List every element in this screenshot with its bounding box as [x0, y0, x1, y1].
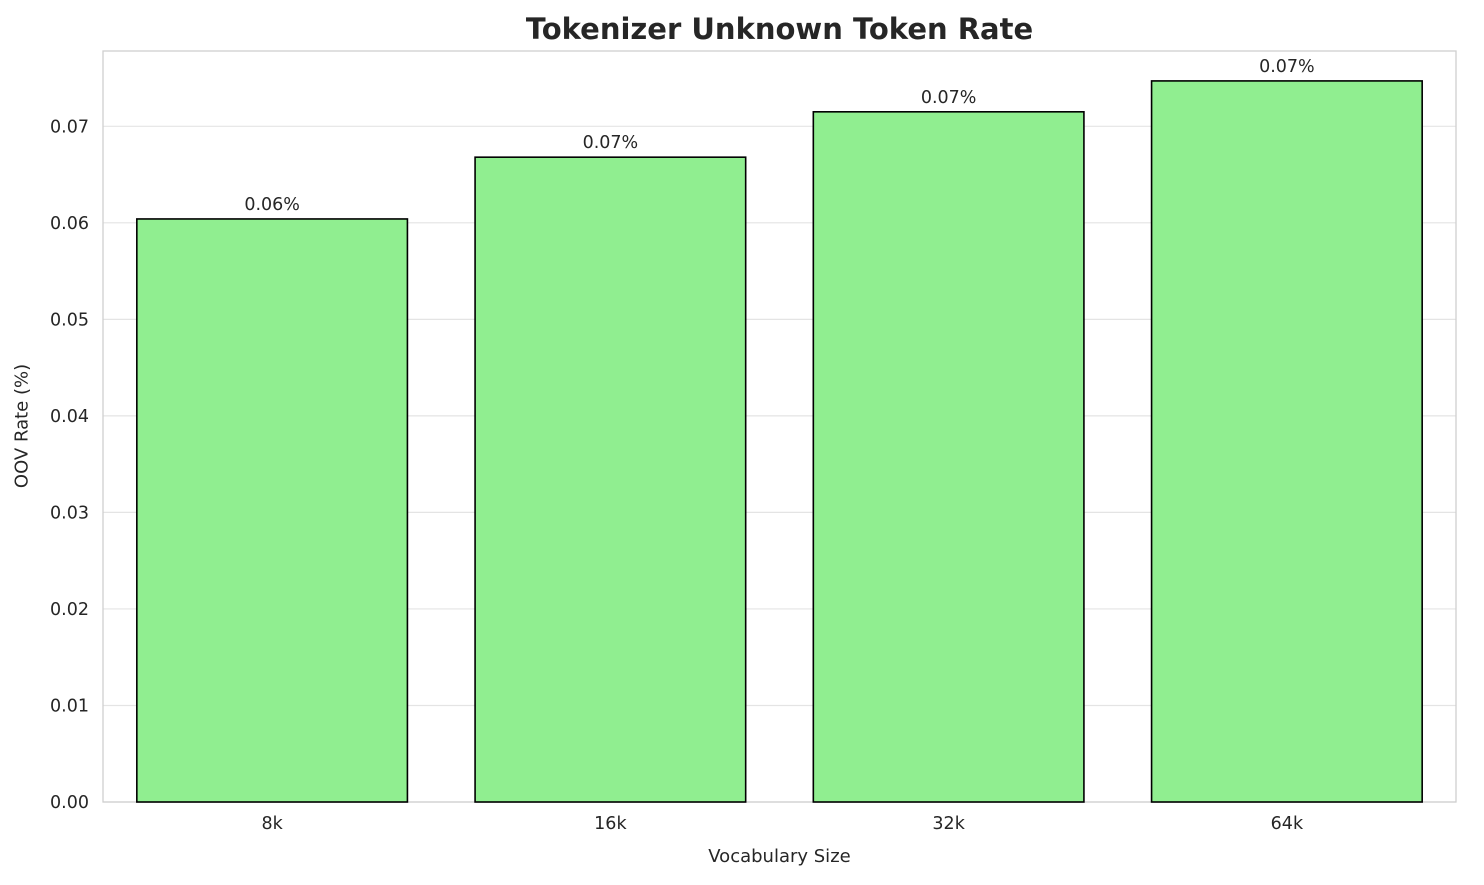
- x-tick-label: 32k: [932, 814, 965, 834]
- x-tick-label: 8k: [261, 814, 283, 834]
- bar-32k: [812, 111, 1085, 803]
- y-axis-label: OOV Rate (%): [11, 363, 33, 489]
- y-tick-label: 0.04: [50, 407, 89, 427]
- x-tick-label: 16k: [594, 814, 627, 834]
- y-tick-label: 0.01: [50, 696, 89, 716]
- bar-value-label: 0.07%: [583, 133, 639, 153]
- bar-value-label: 0.07%: [1259, 57, 1315, 77]
- bar-16k: [474, 156, 747, 803]
- y-tick-label: 0.02: [50, 600, 89, 620]
- x-axis-label: Vocabulary Size: [708, 846, 851, 867]
- bar-value-label: 0.07%: [921, 88, 977, 108]
- bar-64k: [1150, 80, 1423, 803]
- y-tick-label: 0.05: [50, 310, 89, 330]
- axes-frame: [102, 50, 1457, 803]
- y-tick-label: 0.06: [50, 214, 89, 234]
- bar-value-label: 0.06%: [244, 195, 300, 215]
- bar-8k: [136, 218, 409, 803]
- y-tick-label: 0.07: [50, 117, 89, 137]
- chart-title: Tokenizer Unknown Token Rate: [525, 12, 1034, 46]
- y-tick-label: 0.00: [50, 793, 89, 813]
- x-tick-label: 64k: [1271, 814, 1304, 834]
- y-tick-label: 0.03: [50, 503, 89, 523]
